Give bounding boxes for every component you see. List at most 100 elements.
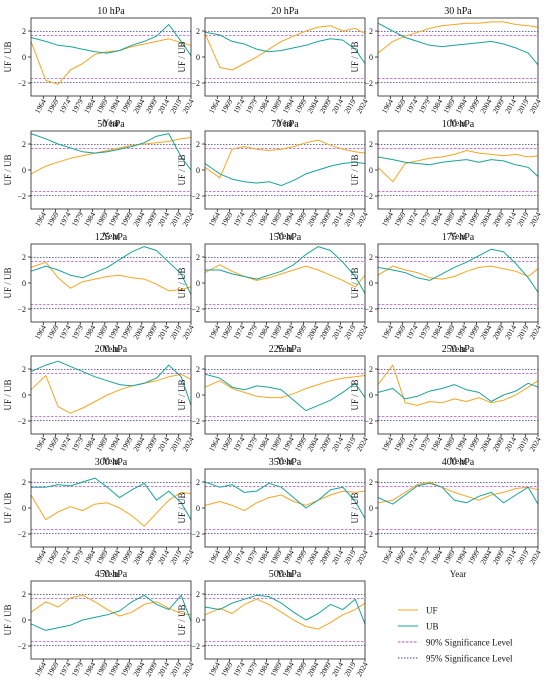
x-tick-label: 2019 (168, 97, 183, 115)
x-tick-label: 1974 (231, 660, 246, 678)
x-tick-label: 2014 (156, 660, 171, 678)
x-tick-label: 2014 (330, 548, 345, 566)
x-tick-label: 2024 (527, 210, 542, 228)
x-tick-label: 1989 (268, 323, 283, 341)
x-tick-label: 1969 (45, 323, 60, 341)
x-tick-label: 2009 (318, 548, 333, 566)
x-tick-label: 2004 (478, 97, 493, 115)
axes-frame (204, 355, 366, 435)
x-tick-label: 1994 (107, 660, 122, 678)
x-tick-label: 1994 (281, 323, 296, 341)
axes-frame (30, 243, 192, 323)
subplot-title: 400 hPa (442, 457, 475, 468)
x-axis-label: Year (277, 569, 294, 579)
x-tick-label: 1999 (293, 548, 308, 566)
subplot-title: 150 hPa (269, 232, 302, 243)
x-tick-label: 1964 (207, 210, 222, 228)
subplot-450-hpa: 450 hPa −2 0 2 19641969197419791984198919941… (3, 569, 196, 682)
subplot-50-hpa: 50 hPa −2 0 2 196419691974197919841989199419… (3, 119, 196, 241)
axes-frame (377, 243, 539, 323)
ub-series-line (204, 594, 366, 625)
x-tick-label: 1989 (94, 323, 109, 341)
x-tick-label: 2014 (330, 435, 345, 453)
x-axis-label: Year (103, 569, 120, 579)
x-tick-label: 1999 (466, 210, 481, 228)
x-tick-label: 2004 (131, 660, 146, 678)
x-tick-label: 2024 (527, 97, 542, 115)
x-tick-label: 2004 (478, 435, 493, 453)
x-tick-label: 1979 (70, 548, 85, 566)
x-tick-label: 2024 (354, 660, 369, 678)
x-tick-label: 1999 (293, 97, 308, 115)
x-tick-label: 2014 (330, 323, 345, 341)
subplot-350-hpa: 350 hPa −2 0 2 19641969197419791984198919941… (177, 457, 370, 579)
x-tick-label: 1979 (417, 548, 432, 566)
x-tick-label: 1989 (441, 323, 456, 341)
x-tick-label: 1964 (33, 435, 48, 453)
ub-series-line (30, 360, 192, 406)
x-tick-label: 1999 (466, 435, 481, 453)
subplot-title: 125 hPa (95, 232, 128, 243)
ub-series-line (377, 482, 539, 505)
uf-series-line (204, 490, 366, 512)
y-tick-label: −2 (191, 530, 200, 539)
ub-series-line (30, 133, 192, 171)
x-tick-label: 1974 (57, 323, 72, 341)
x-tick-label: 1999 (466, 548, 481, 566)
x-tick-label: 1979 (70, 660, 85, 678)
uf-series-line (204, 139, 366, 179)
x-tick-label: 1974 (57, 97, 72, 115)
x-tick-label: 1974 (57, 210, 72, 228)
x-tick-label: 2024 (180, 548, 195, 566)
x-tick-label: 2024 (354, 97, 369, 115)
x-tick-label: 1969 (219, 548, 234, 566)
x-tick-label: 1979 (244, 660, 259, 678)
x-tick-label: 2004 (305, 210, 320, 228)
y-tick-label: 2 (22, 478, 26, 487)
x-tick-label: 1984 (429, 435, 444, 453)
y-tick-label: 2 (196, 253, 200, 262)
x-tick-label: 1984 (256, 323, 271, 341)
x-tick-label: 2019 (168, 435, 183, 453)
x-tick-label: 2009 (318, 435, 333, 453)
x-tick-label: 1979 (244, 210, 259, 228)
x-tick-label: 2004 (131, 97, 146, 115)
x-tick-label: 1999 (293, 660, 308, 678)
x-tick-label: 2014 (503, 323, 518, 341)
subplot-title: 70 hPa (271, 119, 299, 130)
x-tick-label: 1984 (82, 435, 97, 453)
y-tick-label: −2 (191, 305, 200, 314)
x-tick-label: 1984 (429, 210, 444, 228)
subplot-175-hpa: 175 hPa −2 0 2 19641969197419791984198919941… (350, 232, 543, 354)
subplot-100-hpa: 100 hPa−20219641969197419791984198919941… (350, 119, 543, 241)
x-axis-label: Year (450, 456, 467, 466)
y-tick-label: −2 (364, 192, 373, 201)
x-axis-label: Year (450, 118, 467, 128)
y-tick-label: 0 (369, 391, 373, 400)
y-tick-label: 0 (369, 504, 373, 513)
y-tick-label: 2 (196, 27, 200, 36)
x-tick-label: 1974 (57, 548, 72, 566)
x-tick-label: 1989 (268, 435, 283, 453)
x-tick-label: 1984 (429, 323, 444, 341)
x-tick-label: 1994 (454, 210, 469, 228)
x-tick-label: 2019 (515, 323, 530, 341)
x-tick-label: 1994 (281, 210, 296, 228)
x-tick-label: 1974 (404, 210, 419, 228)
x-tick-label: 1974 (57, 660, 72, 678)
x-tick-label: 2009 (144, 660, 159, 678)
x-tick-label: 1999 (119, 97, 134, 115)
x-tick-label: 2019 (168, 548, 183, 566)
y-axis-label: UF / UB (177, 41, 187, 72)
x-tick-label: 1964 (33, 323, 48, 341)
y-axis-label: UF / UB (3, 379, 13, 410)
y-tick-label: 2 (22, 140, 26, 149)
x-tick-label: 2004 (305, 548, 320, 566)
x-tick-label: 1964 (207, 97, 222, 115)
x-tick-label: 1994 (281, 97, 296, 115)
subplot-title: 250 hPa (442, 344, 475, 355)
x-tick-label: 1964 (380, 210, 395, 228)
x-tick-label: 1969 (392, 323, 407, 341)
ub-series-line (204, 161, 366, 187)
x-tick-label: 1994 (281, 548, 296, 566)
